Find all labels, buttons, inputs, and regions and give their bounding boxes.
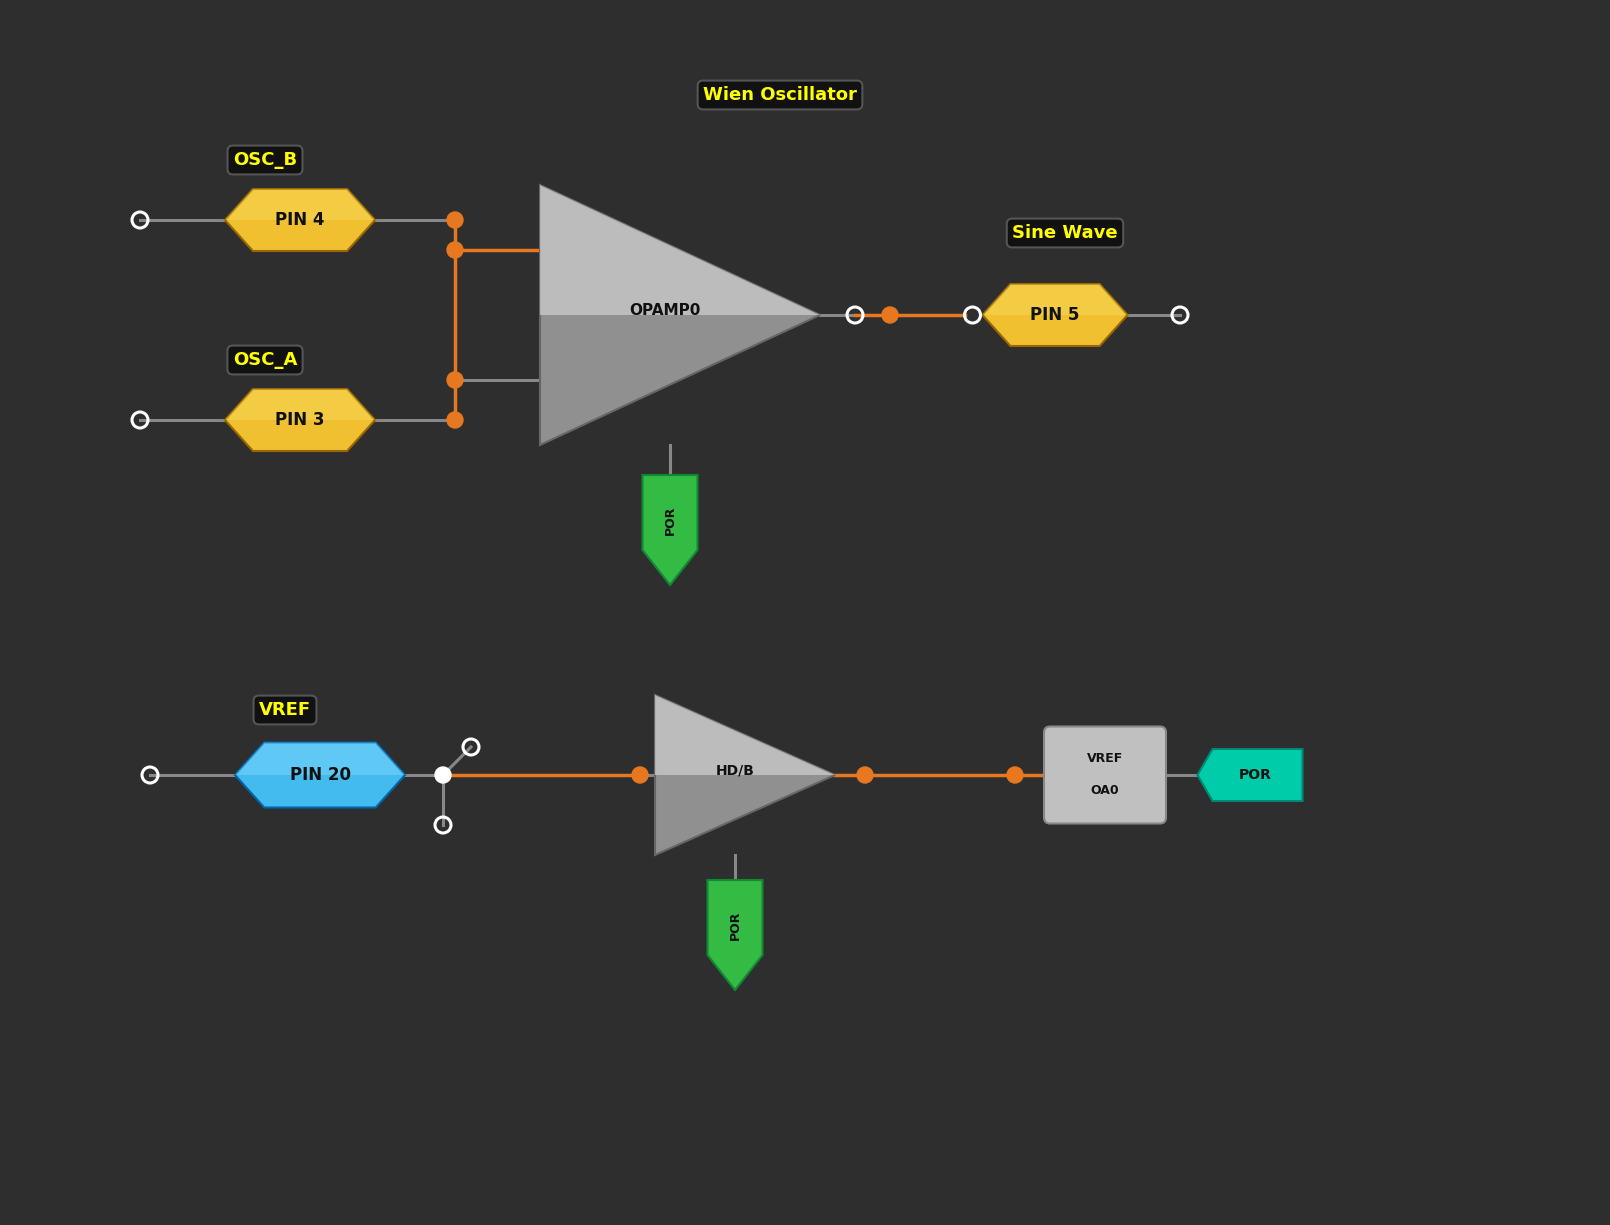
Circle shape [448,212,464,228]
Polygon shape [655,695,836,775]
Text: POR: POR [1238,768,1272,782]
Text: VREF: VREF [1087,752,1124,766]
Text: HD/B: HD/B [715,763,755,777]
Polygon shape [539,185,819,445]
Polygon shape [225,390,375,451]
Circle shape [1006,767,1022,783]
Polygon shape [235,742,406,775]
Text: VREF: VREF [259,701,311,719]
Text: OPAMP0: OPAMP0 [630,303,700,317]
Text: OSC_A: OSC_A [233,352,298,369]
Circle shape [435,767,451,783]
Polygon shape [225,189,375,251]
Text: POR: POR [663,506,676,534]
Polygon shape [539,185,819,315]
Text: OA0: OA0 [1090,784,1119,797]
Polygon shape [1198,748,1302,801]
Polygon shape [642,475,697,586]
Text: PIN 4: PIN 4 [275,211,325,229]
Circle shape [448,243,464,258]
Circle shape [448,372,464,388]
Polygon shape [235,742,406,807]
Circle shape [857,767,873,783]
Polygon shape [982,284,1127,345]
FancyBboxPatch shape [1043,726,1166,823]
Circle shape [633,767,647,783]
Polygon shape [655,695,836,855]
Circle shape [448,412,464,428]
Text: POR: POR [728,910,742,940]
Circle shape [882,307,898,323]
Polygon shape [707,880,763,990]
Polygon shape [982,284,1127,315]
Text: PIN 5: PIN 5 [1030,306,1080,323]
Text: OSC_B: OSC_B [233,151,298,169]
Text: PIN 20: PIN 20 [290,766,351,784]
Text: PIN 3: PIN 3 [275,412,325,429]
Text: Wien Oscillator: Wien Oscillator [704,86,857,104]
Polygon shape [225,189,375,220]
Text: Sine Wave: Sine Wave [1013,224,1117,243]
Polygon shape [225,390,375,420]
